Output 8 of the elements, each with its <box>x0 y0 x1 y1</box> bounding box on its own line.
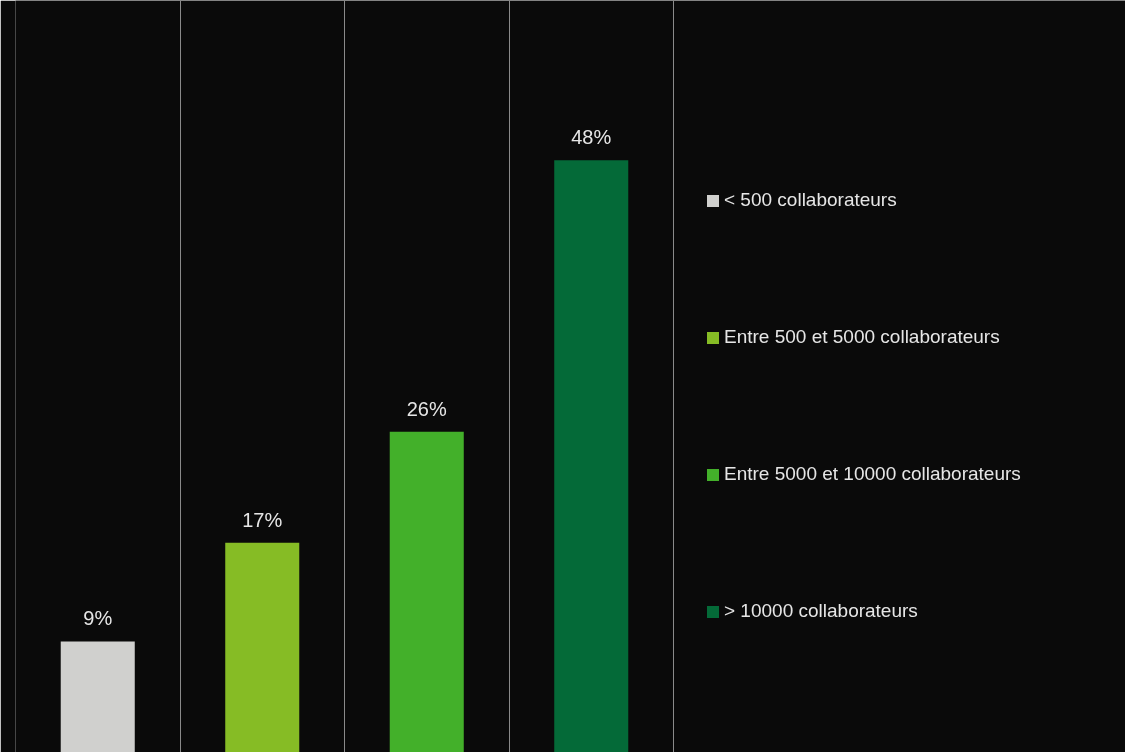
legend-label: Entre 500 et 5000 collaborateurs <box>724 326 1000 348</box>
legend-label: < 500 collaborateurs <box>724 189 897 211</box>
data-label: 26% <box>406 397 447 420</box>
data-label: 17% <box>242 508 283 531</box>
legend-label: Entre 5000 et 10000 collaborateurs <box>724 463 1021 485</box>
data-label: 9% <box>83 607 113 630</box>
data-label: 48% <box>571 126 612 149</box>
legend-label: > 10000 collaborateurs <box>724 600 918 622</box>
